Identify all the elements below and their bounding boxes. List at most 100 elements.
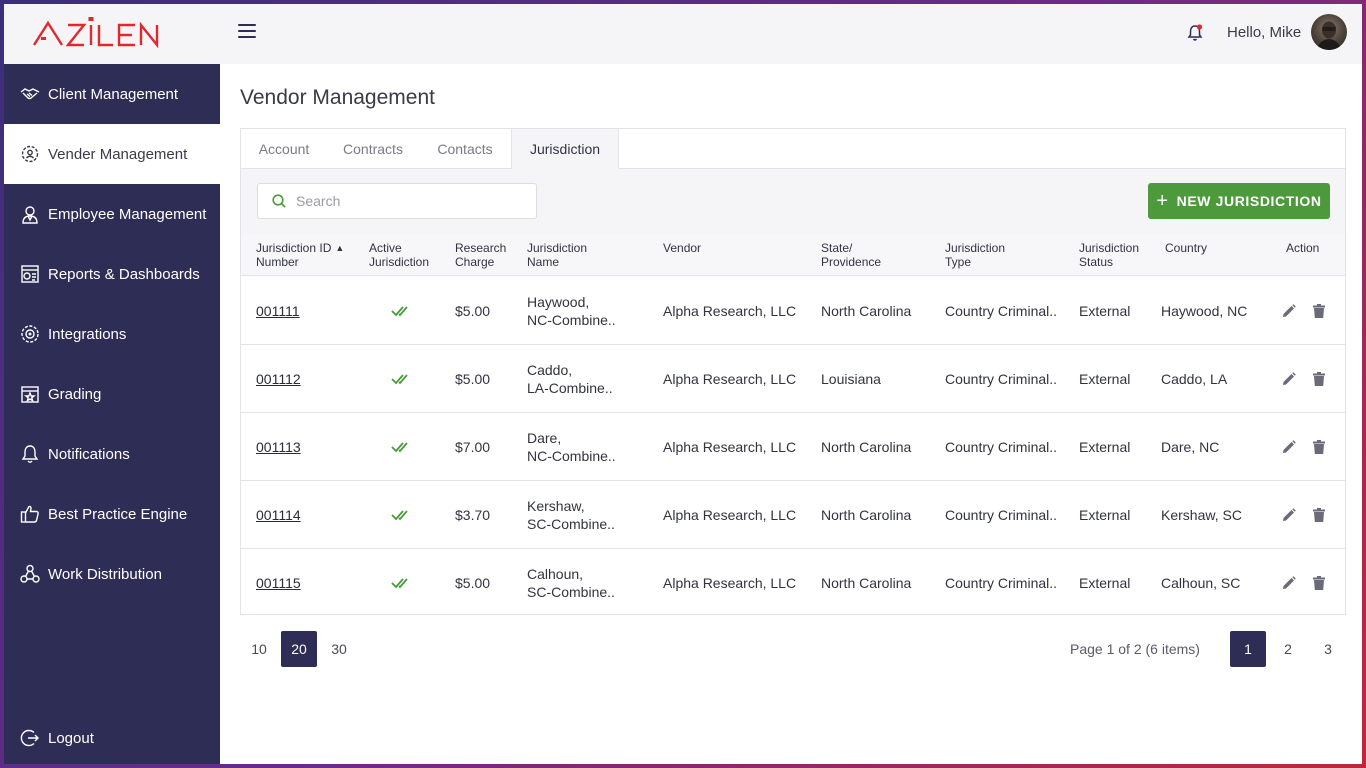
- column-header-vendor: Vendor: [663, 241, 702, 255]
- vendor-name: Alpha Research, LLC: [663, 302, 797, 319]
- column-header-status: Jurisdiction Status: [1079, 241, 1140, 269]
- delete-icon[interactable]: [1311, 549, 1327, 616]
- sidebar-item-label: Work Distribution: [48, 565, 162, 583]
- jurisdiction-id-link[interactable]: 001115: [256, 574, 301, 591]
- jurisdiction-status: External: [1079, 574, 1131, 591]
- sidebar-item-work-distribution[interactable]: Work Distribution: [4, 544, 220, 604]
- sidebar-item-label: Grading: [48, 385, 102, 403]
- app-frame: Hello, Mike Client Management Vender Man…: [4, 4, 1362, 764]
- tab-bar: Account Contracts Contacts Jurisdiction: [241, 129, 1345, 170]
- jurisdiction-name: Dare, NC-Combine..: [527, 429, 616, 464]
- user-greeting: Hello, Mike: [1227, 24, 1302, 41]
- edit-icon[interactable]: [1281, 549, 1297, 616]
- thumbs-up-icon: [20, 504, 40, 524]
- sidebar-item-employee-management[interactable]: Employee Management: [4, 184, 220, 244]
- logout-label: Logout: [48, 729, 94, 747]
- sidebar-item-label: Client Management: [48, 85, 179, 103]
- menu-toggle-icon[interactable]: [238, 24, 256, 40]
- delete-icon[interactable]: [1311, 413, 1327, 480]
- plus-icon: +: [1156, 190, 1169, 212]
- sidebar-item-label: Integrations: [48, 325, 127, 343]
- report-icon: [20, 264, 40, 284]
- sidebar-item-vender-management[interactable]: Vender Management: [4, 124, 220, 184]
- state-name: North Carolina: [821, 302, 912, 319]
- country-name: Caddo, LA: [1161, 370, 1228, 387]
- jurisdiction-id-link[interactable]: 001113: [256, 438, 301, 455]
- vendor-panel: Account Contracts Contacts Jurisdiction …: [240, 128, 1346, 615]
- jurisdiction-id-link[interactable]: 001112: [256, 370, 301, 387]
- vendor-name: Alpha Research, LLC: [663, 574, 797, 591]
- table-row: 001113 $7.00 Dare, NC-Combine.. Alpha Resear…: [241, 413, 1345, 481]
- edit-icon[interactable]: [1281, 413, 1297, 480]
- jurisdiction-status: External: [1079, 506, 1131, 523]
- delete-icon[interactable]: [1311, 345, 1327, 412]
- brand-logo[interactable]: [32, 16, 160, 50]
- vendor-name: Alpha Research, LLC: [663, 438, 797, 455]
- sidebar-item-label: Employee Management: [48, 205, 207, 223]
- column-header-state: State/Providence: [821, 241, 882, 269]
- research-charge: $7.00: [455, 438, 491, 455]
- table-row: 001111 $5.00 Haywood, NC-Combine.. Alpha Res…: [241, 277, 1345, 345]
- page-button-1[interactable]: 1: [1230, 631, 1266, 667]
- edit-icon[interactable]: [1281, 481, 1297, 548]
- active-check-icon: [391, 413, 413, 480]
- vendor-name: Alpha Research, LLC: [663, 370, 797, 387]
- page-title: Vendor Management: [240, 86, 435, 109]
- search-input[interactable]: [296, 193, 516, 209]
- page-button-2[interactable]: 2: [1284, 641, 1292, 657]
- sidebar-item-best-practice-engine[interactable]: Best Practice Engine: [4, 484, 220, 544]
- jurisdiction-status: External: [1079, 302, 1131, 319]
- vendor-name: Alpha Research, LLC: [663, 506, 797, 523]
- tab-account[interactable]: Account: [258, 141, 310, 157]
- delete-icon[interactable]: [1311, 481, 1327, 548]
- delete-icon[interactable]: [1311, 277, 1327, 344]
- sort-icon[interactable]: ▲︎: [335, 243, 345, 253]
- sidebar-item-notifications[interactable]: Notifications: [4, 424, 220, 484]
- tab-jurisdiction[interactable]: Jurisdiction: [511, 129, 619, 170]
- column-header-id[interactable]: Jurisdiction ID ▲︎ Number: [256, 241, 345, 269]
- page-size-30[interactable]: 30: [331, 641, 347, 657]
- tab-contracts[interactable]: Contracts: [343, 141, 403, 157]
- search-box[interactable]: [257, 183, 537, 219]
- sidebar-item-label: Reports & Dashboards: [48, 265, 200, 283]
- sidebar-item-grading[interactable]: Grading: [4, 364, 220, 424]
- table-row: 001115 $5.00 Calhoun, SC-Combine.. Alpha Res…: [241, 549, 1345, 617]
- jurisdiction-type: Country Criminal..: [945, 370, 1058, 387]
- handshake-icon: [20, 84, 40, 104]
- sidebar-item-client-management[interactable]: Client Management: [4, 64, 220, 124]
- new-jurisdiction-button[interactable]: + NEW JURISDICTION: [1148, 183, 1330, 219]
- state-name: North Carolina: [821, 438, 912, 455]
- sidebar-item-integrations[interactable]: Integrations: [4, 304, 220, 364]
- grading-icon: [20, 384, 40, 404]
- notification-bell-icon[interactable]: [1186, 23, 1204, 43]
- integration-icon: [20, 324, 40, 344]
- column-header-charge: Research Charge: [455, 241, 507, 269]
- column-header-country: Country: [1165, 241, 1208, 255]
- edit-icon[interactable]: [1281, 277, 1297, 344]
- logout-button[interactable]: Logout: [4, 708, 220, 764]
- state-name: North Carolina: [821, 506, 912, 523]
- jurisdiction-id-link[interactable]: 001111: [256, 302, 300, 319]
- logout-icon: [20, 728, 40, 748]
- country-name: Calhoun, SC: [1161, 574, 1241, 591]
- search-icon: [272, 194, 286, 208]
- column-header-active: Active Jurisdiction: [369, 241, 430, 269]
- page-size-10[interactable]: 10: [251, 641, 267, 657]
- employee-icon: [20, 204, 40, 224]
- edit-icon[interactable]: [1281, 345, 1297, 412]
- active-check-icon: [391, 481, 413, 548]
- jurisdiction-id-link[interactable]: 001114: [256, 506, 301, 523]
- research-charge: $5.00: [455, 370, 491, 387]
- page-button-3[interactable]: 3: [1324, 641, 1332, 657]
- state-name: Louisiana: [821, 370, 881, 387]
- research-charge: $5.00: [455, 302, 491, 319]
- column-header-name: Jurisdiction Name: [527, 241, 588, 269]
- country-name: Dare, NC: [1161, 438, 1220, 455]
- user-avatar[interactable]: [1311, 14, 1347, 50]
- sidebar-item-reports-dashboards[interactable]: Reports & Dashboards: [4, 244, 220, 304]
- table-toolbar: + NEW JURISDICTION: [241, 169, 1345, 235]
- tab-contacts[interactable]: Contacts: [437, 141, 493, 157]
- research-charge: $5.00: [455, 574, 491, 591]
- sidebar-item-label: Best Practice Engine: [48, 505, 188, 523]
- page-size-20[interactable]: 20: [281, 631, 317, 667]
